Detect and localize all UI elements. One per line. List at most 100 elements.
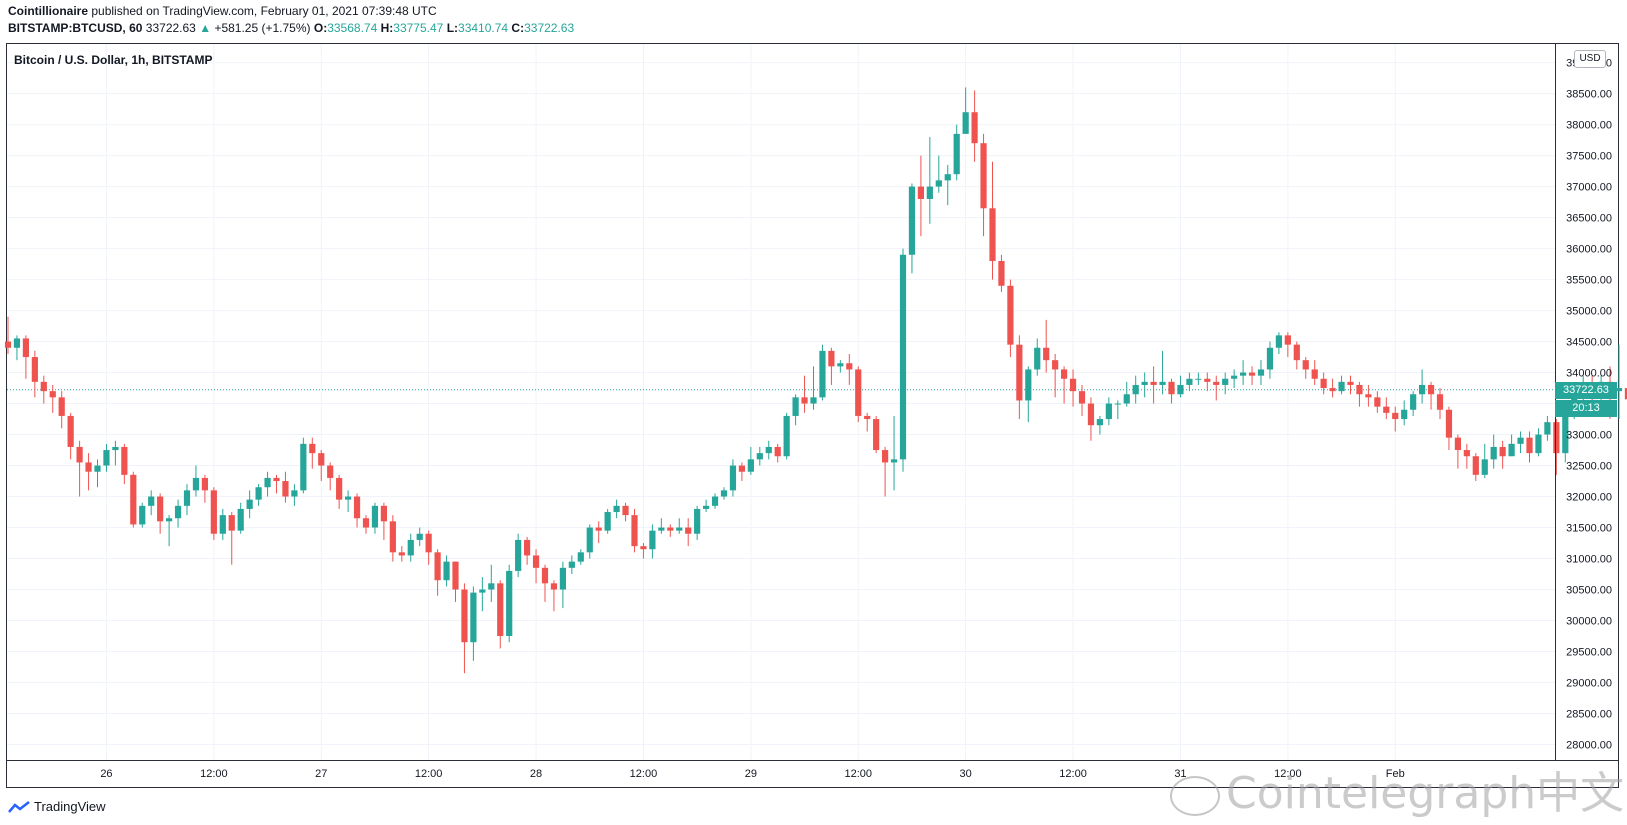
candle[interactable]	[1257, 360, 1265, 385]
candle[interactable]	[953, 124, 960, 181]
candle[interactable]	[22, 335, 29, 379]
candle[interactable]	[532, 549, 540, 584]
candle[interactable]	[711, 493, 719, 509]
candle[interactable]	[67, 412, 74, 460]
candle[interactable]	[720, 487, 728, 500]
candle[interactable]	[819, 344, 826, 401]
candle[interactable]	[1168, 378, 1175, 404]
candle[interactable]	[1338, 375, 1345, 395]
candle[interactable]	[783, 412, 790, 460]
candle[interactable]	[282, 471, 289, 503]
candle[interactable]	[899, 248, 907, 472]
candle[interactable]	[667, 524, 674, 537]
candle[interactable]	[792, 394, 799, 426]
candle[interactable]	[604, 508, 611, 534]
candle[interactable]	[1069, 369, 1077, 407]
candle[interactable]	[1508, 434, 1515, 457]
candle[interactable]	[219, 508, 226, 540]
candle[interactable]	[577, 549, 584, 565]
candle[interactable]	[300, 437, 307, 494]
candle[interactable]	[1141, 372, 1148, 398]
candle[interactable]	[380, 502, 387, 540]
candle[interactable]	[201, 474, 208, 503]
candle[interactable]	[595, 521, 602, 544]
candle[interactable]	[461, 583, 468, 674]
candle[interactable]	[210, 487, 217, 540]
candle[interactable]	[1150, 366, 1157, 404]
candle[interactable]	[1401, 400, 1408, 426]
candle[interactable]	[559, 561, 566, 609]
candle[interactable]	[631, 508, 638, 553]
candle[interactable]	[1517, 431, 1524, 454]
candle[interactable]	[703, 499, 710, 513]
candle[interactable]	[622, 502, 629, 522]
candle[interactable]	[586, 524, 593, 559]
candle[interactable]	[1025, 366, 1032, 423]
candle[interactable]	[935, 155, 942, 193]
candle[interactable]	[1213, 375, 1220, 401]
candle[interactable]	[1043, 319, 1050, 373]
candle[interactable]	[85, 453, 92, 491]
candle[interactable]	[765, 440, 772, 460]
candle[interactable]	[192, 465, 200, 497]
candle[interactable]	[1374, 391, 1381, 413]
candle[interactable]	[1240, 360, 1247, 385]
candle[interactable]	[434, 549, 441, 596]
candle[interactable]	[309, 437, 316, 469]
candle[interactable]	[488, 564, 495, 602]
candle[interactable]	[139, 502, 146, 528]
candle[interactable]	[1499, 440, 1506, 469]
candle[interactable]	[998, 254, 1005, 292]
candle[interactable]	[613, 499, 620, 519]
candle[interactable]	[1105, 397, 1112, 426]
candle[interactable]	[837, 360, 844, 373]
candle[interactable]	[1526, 431, 1533, 463]
candle[interactable]	[1311, 360, 1318, 385]
candle[interactable]	[882, 446, 889, 497]
candle[interactable]	[685, 518, 692, 547]
candle[interactable]	[962, 87, 969, 134]
candle[interactable]	[470, 586, 477, 661]
candle[interactable]	[255, 484, 262, 506]
candle[interactable]	[148, 490, 155, 516]
tradingview-logo[interactable]: TradingView	[8, 799, 106, 814]
candle[interactable]	[452, 561, 459, 602]
candle[interactable]	[926, 136, 933, 224]
candle[interactable]	[76, 440, 83, 497]
candle[interactable]	[1177, 375, 1184, 398]
candle[interactable]	[1061, 366, 1068, 404]
candle[interactable]	[1481, 443, 1488, 478]
candle[interactable]	[443, 555, 450, 587]
candle[interactable]	[157, 493, 164, 534]
candle[interactable]	[1562, 409, 1569, 463]
candle[interactable]	[944, 164, 951, 206]
candle[interactable]	[1419, 369, 1426, 404]
candle[interactable]	[94, 459, 101, 488]
candle[interactable]	[389, 515, 396, 562]
candle[interactable]	[1293, 341, 1300, 370]
candle[interactable]	[676, 518, 683, 534]
candle[interactable]	[1096, 415, 1103, 435]
candle[interactable]	[1275, 332, 1282, 354]
candle[interactable]	[694, 505, 701, 540]
candle[interactable]	[1454, 434, 1461, 469]
candle[interactable]	[58, 391, 65, 429]
candle[interactable]	[890, 415, 898, 491]
candle[interactable]	[738, 462, 745, 482]
candle[interactable]	[1248, 366, 1256, 385]
candle[interactable]	[524, 536, 531, 565]
candle[interactable]	[130, 471, 137, 528]
candle[interactable]	[980, 133, 987, 237]
candle[interactable]	[1472, 453, 1479, 482]
candle[interactable]	[756, 446, 763, 466]
candle[interactable]	[1356, 381, 1363, 407]
candle[interactable]	[246, 490, 253, 519]
candle[interactable]	[1410, 391, 1417, 416]
candle[interactable]	[1436, 388, 1444, 420]
candle[interactable]	[640, 543, 647, 559]
candle[interactable]	[371, 502, 379, 534]
candle[interactable]	[1034, 338, 1041, 376]
candle[interactable]	[103, 443, 110, 472]
candle[interactable]	[291, 484, 298, 506]
